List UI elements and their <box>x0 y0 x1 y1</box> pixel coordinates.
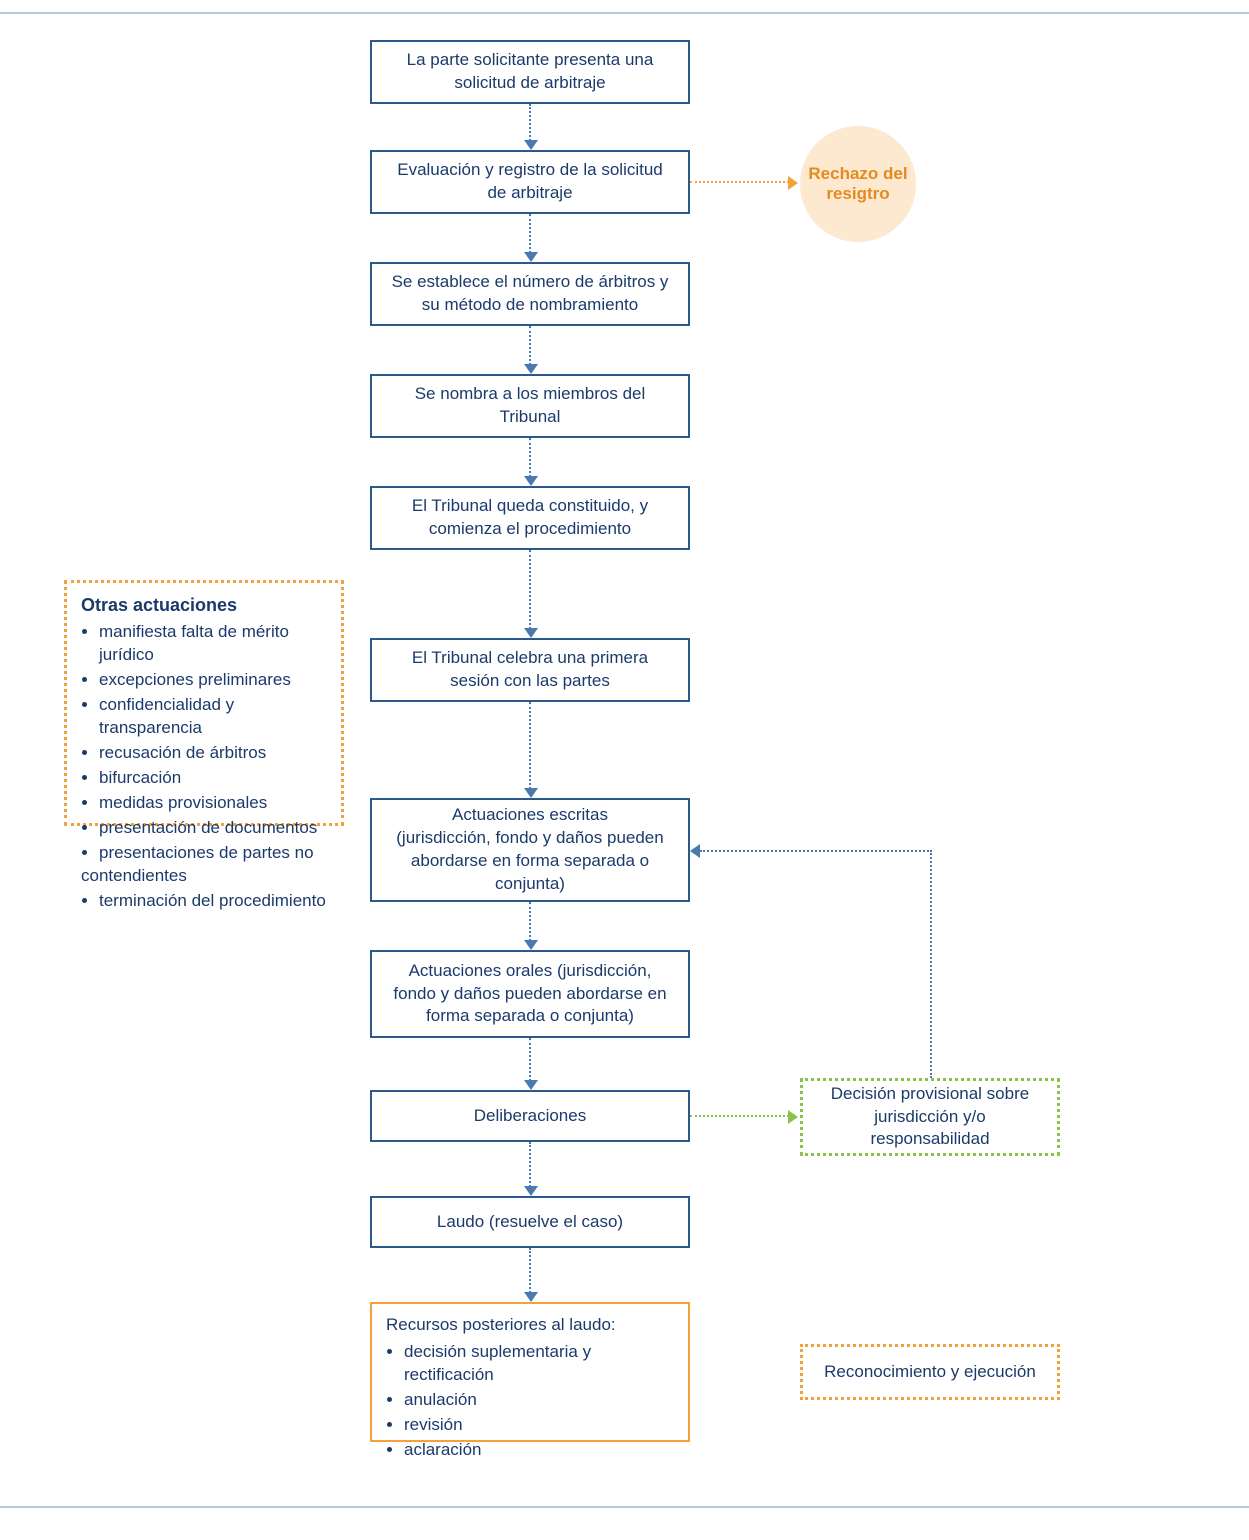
node-rec: Reconocimiento y ejecución <box>800 1344 1060 1400</box>
rule-top <box>0 12 1249 14</box>
bullet-item: presentaciones de partes nocontendientes <box>99 842 327 888</box>
node-n10: Laudo (resuelve el caso) <box>370 1196 690 1248</box>
node-n11: Recursos posteriores al laudo: decisión s… <box>370 1302 690 1442</box>
node-text: Actuaciones escritas(jurisdicción, fondo… <box>386 804 674 896</box>
bullet-item: terminación del procedimiento <box>99 890 327 913</box>
node-text: Rechazo del resigtro <box>800 164 916 205</box>
bullet-item: decisión suplementaria y rectificación <box>404 1341 674 1387</box>
flowchart-page: La parte solicitante presenta una solici… <box>0 0 1249 1540</box>
bullet-item: confidencialidad y transparencia <box>99 694 327 740</box>
node-n5: El Tribunal queda constituido, y comienz… <box>370 486 690 550</box>
bullet-item: revisión <box>404 1414 674 1437</box>
bullet-item: aclaración <box>404 1439 674 1462</box>
node-text: Laudo (resuelve el caso) <box>437 1211 623 1234</box>
bullet-item: excepciones preliminares <box>99 669 327 692</box>
node-text: Se establece el número de árbitros y su … <box>386 271 674 317</box>
bullet-item: manifiesta falta de mérito jurídico <box>99 621 327 667</box>
bullet-item: recusación de árbitros <box>99 742 327 765</box>
bullet-item: presentación de documentos <box>99 817 327 840</box>
node-side: Otras actuaciones manifiesta falta de mér… <box>64 580 344 826</box>
node-text: El Tribunal celebra una primera sesión c… <box>386 647 674 693</box>
node-text: Actuaciones orales (jurisdicción, fondo … <box>386 960 674 1029</box>
node-title: Otras actuaciones <box>81 593 327 617</box>
node-title: Recursos posteriores al laudo: <box>386 1314 674 1337</box>
node-text: Evaluación y registro de la solicitud de… <box>386 159 674 205</box>
node-n4: Se nombra a los miembros del Tribunal <box>370 374 690 438</box>
node-text: La parte solicitante presenta una solici… <box>386 49 674 95</box>
bullet-item: bifurcación <box>99 767 327 790</box>
node-text: Reconocimiento y ejecución <box>824 1361 1036 1384</box>
node-n3: Se establece el número de árbitros y su … <box>370 262 690 326</box>
node-n9: Deliberaciones <box>370 1090 690 1142</box>
node-bullets: manifiesta falta de mérito jurídicoexcep… <box>81 621 327 912</box>
rule-bottom <box>0 1506 1249 1508</box>
node-prov: Decisión provisional sobre jurisdicción … <box>800 1078 1060 1156</box>
node-n1: La parte solicitante presenta una solici… <box>370 40 690 104</box>
node-n8: Actuaciones orales (jurisdicción, fondo … <box>370 950 690 1038</box>
node-text: Decisión provisional sobre jurisdicción … <box>817 1083 1043 1152</box>
node-bullets: decisión suplementaria y rectificaciónan… <box>386 1341 674 1462</box>
bullet-item: anulación <box>404 1389 674 1412</box>
node-n7: Actuaciones escritas(jurisdicción, fondo… <box>370 798 690 902</box>
node-text: Se nombra a los miembros del Tribunal <box>386 383 674 429</box>
bullet-item: medidas provisionales <box>99 792 327 815</box>
node-text: Deliberaciones <box>474 1105 586 1128</box>
node-text: El Tribunal queda constituido, y comienz… <box>386 495 674 541</box>
node-n6: El Tribunal celebra una primera sesión c… <box>370 638 690 702</box>
node-rej: Rechazo del resigtro <box>800 126 916 242</box>
node-n2: Evaluación y registro de la solicitud de… <box>370 150 690 214</box>
